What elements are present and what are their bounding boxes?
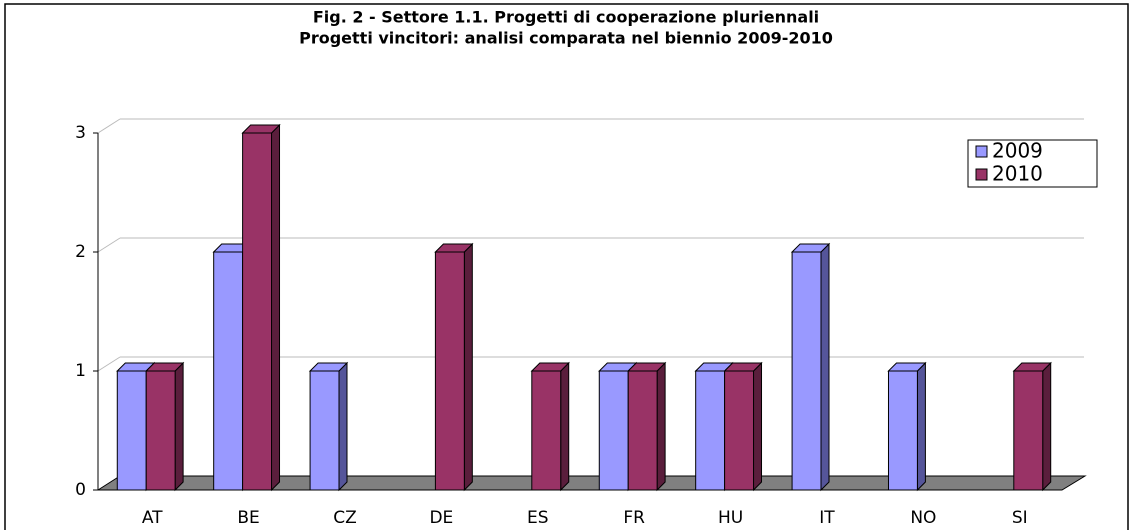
- bar-face: [887, 370, 918, 491]
- legend-label: 2010: [992, 162, 1043, 186]
- bar-face: [695, 370, 726, 491]
- bar-face: [271, 123, 281, 492]
- bar-face: [656, 361, 666, 492]
- grid-line: [97, 118, 121, 134]
- bar-face: [174, 361, 184, 492]
- x-tick-label: FR: [623, 508, 645, 528]
- bar-face: [338, 361, 348, 492]
- legend-swatch: [975, 145, 988, 158]
- bar: [530, 361, 570, 492]
- bar-face: [560, 361, 570, 492]
- bar: [626, 361, 667, 492]
- bar-face: [1042, 361, 1052, 492]
- y-tick-label: 3: [75, 123, 86, 143]
- bar-face: [531, 370, 562, 491]
- legend-box: [967, 139, 1098, 188]
- grid-line: [97, 356, 121, 372]
- bar: [144, 361, 185, 492]
- bar-face: [463, 242, 473, 492]
- x-tick-label: IT: [819, 508, 835, 528]
- bar-face: [1013, 370, 1044, 491]
- bar: [1012, 361, 1052, 492]
- chart-title: Fig. 2 - Settore 1.1. Progetti di cooper…: [313, 8, 819, 27]
- bar: [434, 242, 474, 492]
- bar-face: [213, 251, 244, 491]
- x-tick-label: CZ: [333, 508, 357, 528]
- x-tick-label: NO: [910, 508, 936, 528]
- x-tick-label: SI: [1012, 508, 1028, 528]
- legend-swatch: [975, 168, 988, 181]
- bar-face: [309, 370, 340, 491]
- bar: [887, 361, 927, 492]
- bar-face: [145, 370, 176, 491]
- grid-line: [97, 237, 121, 253]
- x-tick-label: HU: [718, 508, 743, 528]
- bar-face: [434, 251, 465, 491]
- bar-face: [724, 370, 755, 491]
- chart-subtitle: Progetti vincitori: analisi comparata ne…: [299, 29, 833, 48]
- legend-label: 2009: [992, 139, 1043, 163]
- x-tick-label: AT: [142, 508, 163, 528]
- bar: [723, 361, 763, 492]
- bar-face: [598, 370, 629, 491]
- bar: [308, 361, 349, 492]
- x-tick-label: DE: [429, 508, 453, 528]
- bar-face: [627, 370, 658, 491]
- x-tick-label: BE: [237, 508, 259, 528]
- y-tick-label: 1: [75, 361, 86, 381]
- bar-face: [916, 361, 926, 492]
- bar-face: [116, 370, 147, 491]
- y-tick-label: 0: [75, 480, 86, 500]
- bar: [241, 123, 281, 492]
- x-tick-label: ES: [527, 508, 549, 528]
- bar-face: [791, 251, 822, 491]
- bar-face: [820, 242, 830, 492]
- y-tick-label: 2: [75, 242, 86, 262]
- bar-face: [242, 132, 273, 491]
- bar-face: [753, 361, 763, 492]
- bar: [790, 242, 831, 492]
